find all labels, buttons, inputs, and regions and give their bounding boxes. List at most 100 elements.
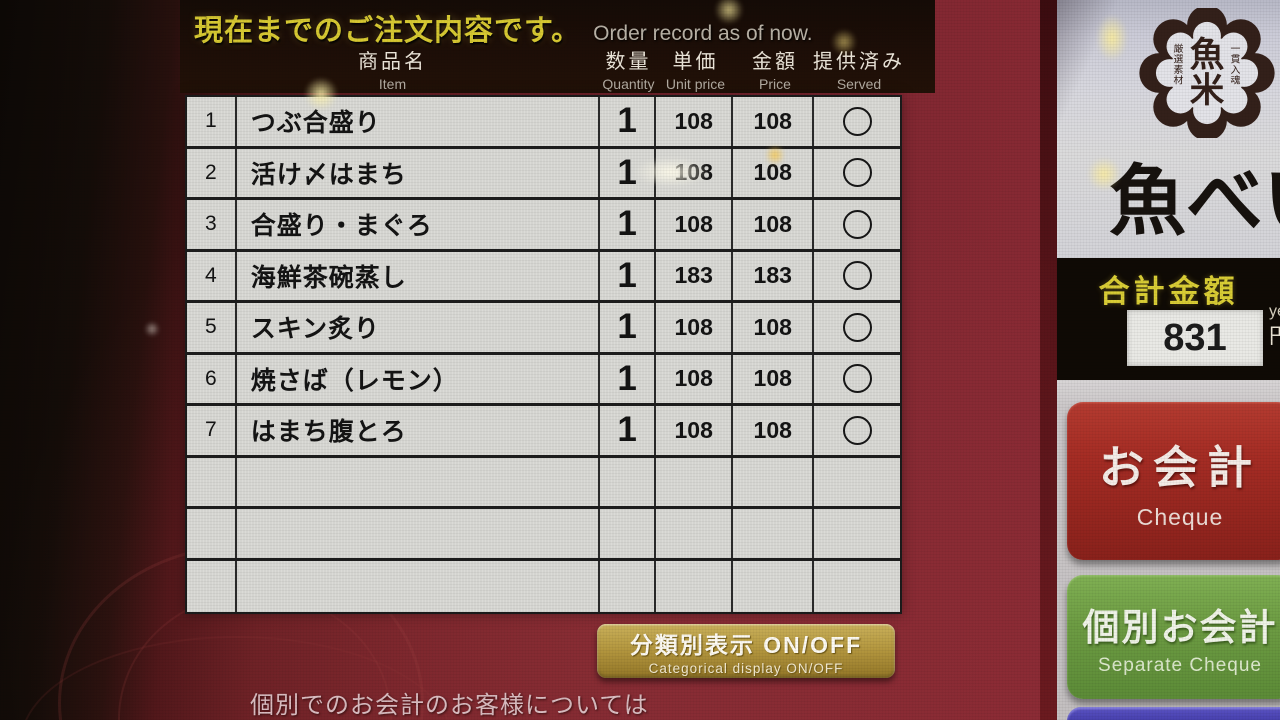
row-number: 6 <box>187 354 237 403</box>
item-name: はまち腹とろ <box>237 406 600 455</box>
item-price: 108 <box>733 148 815 197</box>
column-header-price-en: Price <box>759 76 791 92</box>
footer-note-line2: 「個別お会計」 <box>250 713 425 720</box>
served-circle-icon <box>842 312 872 342</box>
item-name: 海鮮茶碗蒸し <box>237 251 600 300</box>
empty-cell <box>733 509 815 558</box>
item-price: 183 <box>733 251 815 300</box>
item-quantity: 1 <box>600 354 657 403</box>
total-amount-value: 831 <box>1127 310 1263 366</box>
empty-cell <box>814 458 900 507</box>
total-panel: 合計金額 831 yen 円 <box>1057 258 1280 380</box>
page-title-en: Order record as of now. <box>593 22 813 45</box>
brand-name: 魚べい <box>1109 159 1280 245</box>
empty-cell <box>237 457 600 506</box>
item-served-cell <box>814 303 900 352</box>
row-number: 1 <box>187 97 237 146</box>
item-price: 108 <box>733 354 815 403</box>
item-price: 108 <box>733 97 815 146</box>
cheque-button-label-jp: お会計 <box>1098 442 1261 493</box>
empty-cell <box>656 457 733 506</box>
empty-cell <box>733 457 815 506</box>
served-circle-icon <box>842 158 872 188</box>
separate-cheque-button-label-jp: 個別お会計 <box>1082 607 1278 648</box>
categorical-display-label-en: Categorical display ON/OFF <box>648 661 844 676</box>
separate-cheque-button-label-en: Separate Cheque <box>1098 655 1262 676</box>
item-name: 活け〆はまち <box>237 148 600 197</box>
item-unit-price: 108 <box>656 148 733 197</box>
column-header-served: 提供済み Served <box>813 45 905 92</box>
item-quantity: 1 <box>600 148 657 197</box>
table-row: 6 焼さば（レモン） 1 108 108 <box>187 354 900 406</box>
item-price: 108 <box>733 406 815 455</box>
column-header-unit-price-jp: 単価 <box>672 51 719 73</box>
row-number: 5 <box>187 303 237 352</box>
item-served-cell <box>814 200 900 249</box>
item-served-cell <box>814 406 900 455</box>
empty-cell <box>187 509 237 558</box>
item-name: つぶ合盛り <box>237 97 600 146</box>
separate-cheque-button[interactable]: 個別お会計 Separate Cheque <box>1067 575 1280 699</box>
empty-cell <box>814 561 900 613</box>
row-number: 7 <box>187 406 237 455</box>
page-title: 現在までのご注文内容です。 Order record as of now. <box>194 7 813 49</box>
item-unit-price: 108 <box>656 354 733 403</box>
served-circle-icon <box>842 106 872 136</box>
sidebar-left-stripe <box>1040 0 1057 720</box>
item-unit-price: 108 <box>656 97 733 146</box>
table-row: 1 つぶ合盛り 1 108 108 <box>187 97 900 149</box>
column-header-price: 金額 Price <box>734 45 816 92</box>
total-amount-label: 合計金額 <box>1098 274 1239 309</box>
empty-cell <box>237 560 600 612</box>
categorical-display-toggle-button[interactable]: 分類別表示 ON/OFF Categorical display ON/OFF <box>597 624 895 678</box>
sidebar: 魚 米 厳選素材 一貫入魂 魚べい 合計金額 831 yen 円 <box>1040 0 1280 720</box>
action-buttons-panel: お会計 Cheque 個別お会計 Separate Cheque <box>1057 380 1280 720</box>
item-served-cell <box>814 149 900 198</box>
item-served-cell <box>814 252 900 301</box>
item-name: スキン炙り <box>237 303 600 352</box>
empty-cell <box>814 509 900 558</box>
total-currency: yen 円 <box>1269 302 1280 350</box>
item-unit-price: 183 <box>656 251 733 300</box>
served-circle-icon <box>842 209 872 239</box>
served-circle-icon <box>842 364 872 394</box>
sidebar-body: 魚 米 厳選素材 一貫入魂 魚べい 合計金額 831 yen 円 <box>1057 0 1280 720</box>
row-number: 3 <box>187 200 237 249</box>
item-quantity: 1 <box>600 97 657 146</box>
uobei-blossom-logo-icon: 魚 米 厳選素材 一貫入魂 <box>1139 8 1275 138</box>
column-header-served-jp: 提供済み <box>813 51 905 73</box>
partial-bottom-button[interactable] <box>1067 707 1280 720</box>
column-header-price-jp: 金額 <box>752 51 798 73</box>
empty-cell <box>733 560 815 612</box>
empty-cell <box>237 509 600 558</box>
cheque-button[interactable]: お会計 Cheque <box>1067 402 1280 560</box>
logo-emblem-bottom-char: 米 <box>1190 72 1225 110</box>
table-row-empty <box>187 560 900 613</box>
table-row: 4 海鮮茶碗蒸し 1 183 183 <box>187 251 900 303</box>
column-header-item: 商品名 Item <box>185 45 600 92</box>
table-row: 3 合盛り・まぐろ 1 108 108 <box>187 200 900 252</box>
row-number: 2 <box>187 148 237 197</box>
column-header-unit-price: 単価 Unit price <box>657 45 734 92</box>
categorical-display-label-jp: 分類別表示 ON/OFF <box>629 632 863 658</box>
logo-emblem-top-char: 魚 <box>1190 36 1224 74</box>
served-circle-icon <box>842 261 872 291</box>
total-currency-en: yen <box>1269 303 1280 320</box>
item-quantity: 1 <box>600 251 657 300</box>
table-row: 2 活け〆はまち 1 108 108 <box>187 148 900 200</box>
table-row: 5 スキン炙り 1 108 108 <box>187 303 900 355</box>
brand-panel: 魚 米 厳選素材 一貫入魂 魚べい <box>1057 0 1280 258</box>
logo-left-motto: 厳選素材 <box>1174 42 1184 87</box>
table-row: 7 はまち腹とろ 1 108 108 <box>187 406 900 458</box>
cheque-button-label-en: Cheque <box>1136 504 1224 530</box>
empty-cell <box>656 509 733 558</box>
item-name: 合盛り・まぐろ <box>237 200 600 249</box>
item-name: 焼さば（レモン） <box>237 354 600 403</box>
empty-cell <box>656 560 733 612</box>
empty-cell <box>187 560 237 612</box>
column-header-item-en: Item <box>378 76 407 92</box>
item-unit-price: 108 <box>656 200 733 249</box>
total-currency-jp: 円 <box>1269 324 1280 348</box>
column-header-item-jp: 商品名 <box>358 51 427 73</box>
